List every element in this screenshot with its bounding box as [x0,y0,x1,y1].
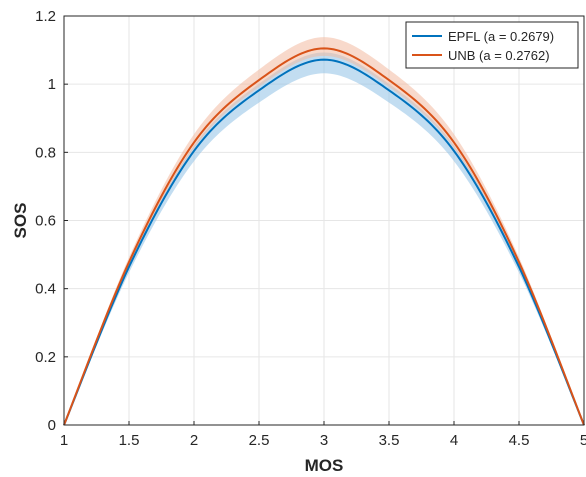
series-lines [63,47,585,426]
legend-box [405,21,579,69]
legend-label-unb: UNB (a = 0.2762) [448,48,550,63]
series-line-0 [63,58,585,426]
x-tick-label: 2 [190,432,198,449]
x-tick-labels: 1 1.5 2 2.5 3 3.5 4 4.5 5 [60,421,586,449]
y-tick-label: 0.2 [35,349,56,366]
x-tick-label: 2.5 [249,432,270,449]
x-tick-label: 4 [450,432,458,449]
x-axis-label: MOS [305,456,344,475]
y-tick-label: 1.2 [35,8,56,25]
y-tick-label: 0.6 [35,213,56,230]
y-tick-label: 0.8 [35,144,56,161]
y-tick-labels: 0 0.2 0.4 0.6 0.8 1 1.2 [35,8,68,434]
x-tick-label: 3.5 [379,432,400,449]
legend: EPFL (a = 0.2679) UNB (a = 0.2762) [405,21,579,69]
grid [63,15,585,426]
x-tick-label: 3 [320,432,328,449]
x-tick-label: 1 [60,432,68,449]
y-axis-label: SOS [11,203,30,239]
confidence-bands [64,37,584,425]
y-tick-label: 0 [48,417,56,434]
y-tick-label: 1 [48,76,56,93]
x-tick-label: 1.5 [119,432,140,449]
legend-label-epfl: EPFL (a = 0.2679) [448,29,554,44]
y-tick-label: 0.4 [35,281,56,298]
series-line-1 [63,47,585,426]
x-tick-label: 4.5 [509,432,530,449]
x-tick-label: 5 [580,432,586,449]
